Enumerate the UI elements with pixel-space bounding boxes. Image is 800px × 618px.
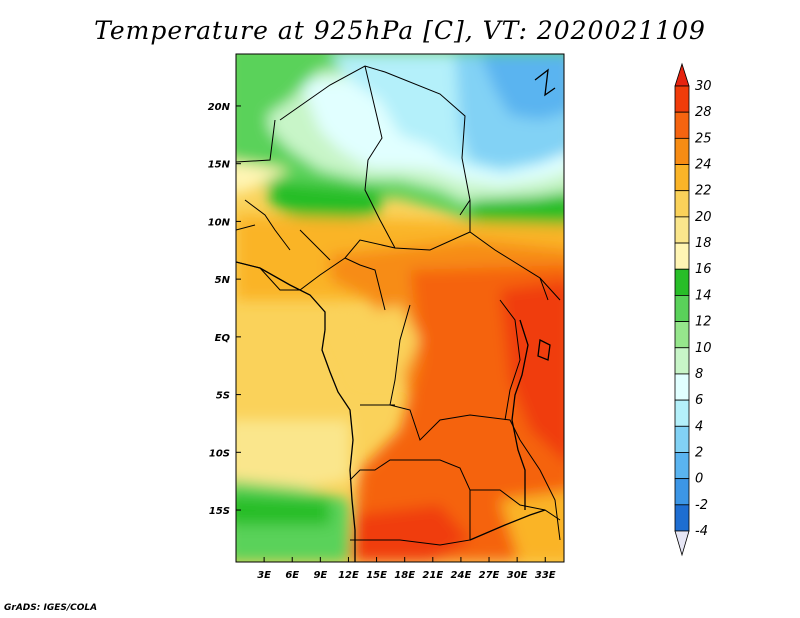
colorbar-segment [674,452,690,480]
colorbar-segment [674,85,690,113]
colorbar-label: 22 [695,184,712,199]
colorbar-label: 18 [695,236,712,251]
colorbar-segment [674,216,690,244]
x-tick-label: 33E [535,570,556,581]
x-tick-label: 9E [313,570,327,581]
map-title: Temperature at 925hPa [C], VT: 202002110… [94,16,706,45]
colorbar-segment [674,137,690,165]
colorbar-label: 30 [695,79,712,94]
grads-credit: GrADS: IGES/COLA [4,603,98,613]
coastlines [236,68,556,562]
colorbar-segment [674,373,690,401]
colorbar-label: 0 [695,472,703,487]
colorbar-label: 4 [695,419,703,434]
map-frame [235,53,565,563]
colorbar-segment [674,268,690,296]
colorbar-segment [674,321,690,349]
colorbar-label: 14 [695,288,712,303]
colorbar-label: 20 [695,210,712,225]
colorbar-label: 12 [695,315,712,330]
x-tick-label: 15E [366,570,387,581]
colorbar-segment [674,478,690,506]
colorbar-segment [674,347,690,375]
colorbar-segment [674,399,690,427]
colorbar-segment [674,111,690,139]
colorbar-label: -2 [695,498,708,513]
colorbar-label: 16 [695,262,712,277]
colorbar-label: 2 [695,445,703,460]
x-tick-label: 30E [507,570,528,581]
x-axis-ticks: 3E 6E 9E 12E 15E 18E 21E 24E 27E 30E 33E [257,557,556,581]
x-tick-label: 3E [257,570,271,581]
y-tick-label: 15N [208,160,231,171]
y-tick-label: 5S [216,391,230,402]
colorbar-segment [674,295,690,322]
x-tick-label: 18E [394,570,415,581]
temperature-field [236,54,564,562]
x-tick-label: 6E [285,570,299,581]
colorbar-segment [674,504,690,532]
colorbar-segment [674,164,690,192]
y-tick-label: 10N [208,217,231,228]
country-borders [236,65,561,546]
colorbar-segment [674,425,690,453]
y-tick-label: 15S [209,506,230,517]
x-tick-label: 27E [479,570,500,581]
y-tick-label: 10S [209,448,230,459]
colorbar-label: 24 [695,158,712,173]
colorbar-label: 10 [695,341,712,356]
y-axis-ticks: 20N 15N 10N 5N EQ 5S 10S 15S [208,102,241,517]
colorbar-top-arrow [674,62,690,87]
x-tick-label: 12E [338,570,359,581]
y-tick-label: 20N [208,102,231,113]
colorbar-label: -4 [695,524,708,539]
colorbar-label: 8 [695,367,703,382]
colorbar-label: 6 [695,393,703,408]
colorbar-label: 28 [695,105,712,120]
colorbar-segment [674,190,690,218]
y-tick-label: EQ [215,333,231,344]
x-tick-label: 21E [422,570,443,581]
y-tick-label: 5N [215,275,231,286]
colorbar-label: 25 [695,131,712,146]
x-tick-label: 24E [451,570,472,581]
colorbar-segment [674,242,690,270]
colorbar-bottom-arrow [674,530,690,557]
